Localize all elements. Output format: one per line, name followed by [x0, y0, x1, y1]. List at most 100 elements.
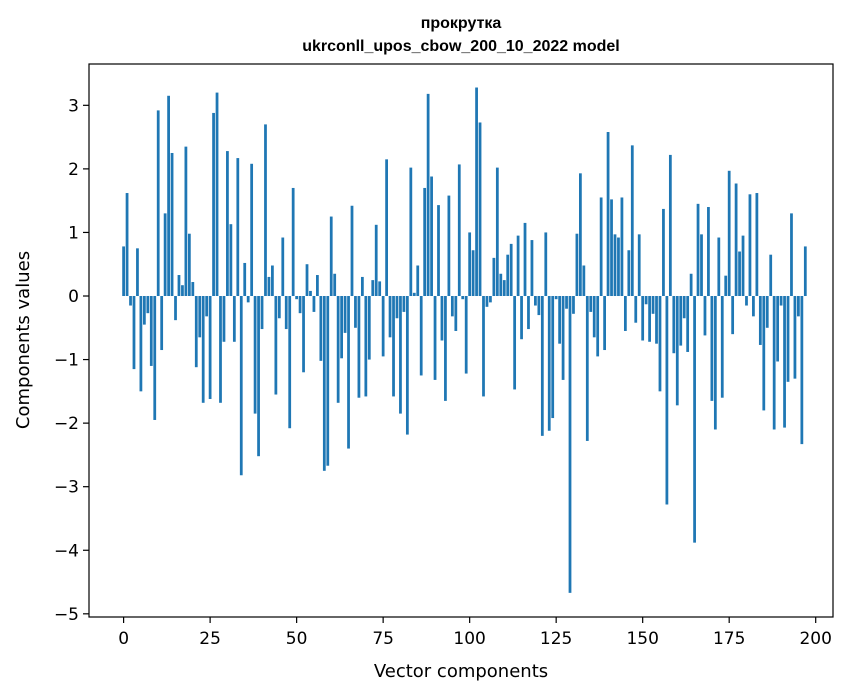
bar-179: [741, 235, 745, 297]
bar-8: [149, 296, 153, 366]
bar-124: [551, 296, 555, 419]
bar-147: [630, 145, 634, 296]
bar-128: [565, 296, 568, 309]
bars-group: [122, 87, 807, 593]
bar-148: [634, 296, 638, 323]
bar-189: [776, 296, 780, 362]
bar-177: [734, 183, 738, 297]
bar-60: [329, 216, 333, 296]
bar-160: [675, 296, 679, 406]
bar-44: [274, 296, 278, 395]
bar-74: [378, 281, 382, 297]
x-tick-label: 0: [118, 629, 129, 649]
bar-50: [295, 296, 299, 300]
bar-100: [468, 232, 472, 296]
bar-42: [267, 276, 271, 297]
bar-122: [544, 232, 548, 296]
bar-193: [790, 213, 793, 296]
bar-1: [125, 193, 129, 296]
bar-17: [181, 285, 184, 297]
bar-77: [388, 296, 392, 338]
chart-title-line2: ukrconll_upos_cbow_200_10_2022 model: [302, 38, 619, 55]
bar-81: [402, 296, 406, 312]
bar-115: [520, 296, 523, 340]
bar-48: [288, 296, 292, 429]
bar-32: [232, 296, 236, 342]
bar-35: [243, 262, 247, 296]
bar-168: [703, 296, 707, 336]
x-tick-label: 75: [372, 629, 394, 649]
bar-178: [738, 251, 741, 296]
bar-181: [748, 194, 752, 296]
bar-108: [495, 167, 499, 297]
y-axis-ticks: −5 −4 −3 −2 −1 0 1 2 3: [54, 96, 89, 625]
bar-162: [682, 296, 686, 319]
bar-183: [755, 193, 759, 296]
bar-129: [568, 296, 572, 593]
chart-title-line1: прокрутка: [421, 15, 502, 32]
bar-46: [281, 237, 285, 297]
bar-174: [724, 275, 728, 297]
bar-16: [177, 275, 181, 297]
x-tick-label: 100: [453, 629, 485, 649]
y-tick-label: 2: [68, 160, 79, 180]
bar-20: [191, 282, 195, 296]
bar-176: [731, 296, 735, 335]
bar-59: [326, 296, 330, 466]
bar-37: [250, 163, 254, 296]
bar-156: [662, 208, 665, 296]
bar-73: [374, 224, 378, 296]
y-tick-label: −2: [54, 414, 79, 434]
bar-154: [655, 296, 658, 344]
bar-131: [575, 233, 579, 296]
bar-144: [620, 197, 624, 296]
bar-19: [187, 233, 191, 296]
bar-14: [170, 152, 174, 297]
bar-4: [136, 248, 139, 296]
bar-109: [499, 273, 503, 297]
x-tick-label: 150: [626, 629, 658, 649]
bar-52: [302, 296, 305, 373]
bar-137: [596, 296, 600, 357]
x-tick-label: 125: [540, 629, 572, 649]
bar-191: [783, 296, 786, 428]
bar-55: [312, 296, 316, 312]
bar-119: [534, 296, 537, 306]
bar-120: [537, 296, 541, 316]
bar-161: [679, 296, 683, 346]
bar-138: [599, 197, 603, 296]
bar-79: [395, 296, 399, 319]
bar-28: [219, 296, 222, 403]
bar-106: [489, 296, 492, 303]
bar-175: [727, 170, 731, 297]
bar-67: [354, 296, 357, 328]
bar-38: [253, 296, 257, 414]
bar-169: [707, 207, 710, 297]
bar-85: [416, 265, 420, 297]
bar-86: [419, 296, 423, 376]
bar-130: [572, 296, 575, 314]
bar-22: [198, 296, 202, 338]
bar-76: [385, 159, 388, 296]
bar-105: [485, 296, 489, 307]
bar-112: [509, 243, 513, 296]
bar-173: [720, 296, 724, 398]
bar-132: [579, 173, 582, 297]
bar-29: [222, 296, 226, 342]
bar-114: [516, 235, 520, 297]
bar-164: [689, 273, 693, 297]
bar-66: [350, 205, 354, 297]
bar-26: [212, 112, 215, 296]
bar-88: [426, 93, 430, 297]
bar-80: [399, 296, 402, 414]
bar-153: [651, 296, 655, 314]
y-tick-label: −3: [54, 478, 79, 498]
bar-18: [184, 146, 188, 296]
bar-61: [333, 273, 337, 297]
bar-196: [800, 296, 804, 445]
bar-102: [475, 87, 478, 297]
bar-92: [440, 296, 444, 341]
bar-91: [437, 205, 440, 297]
bar-111: [506, 254, 510, 297]
